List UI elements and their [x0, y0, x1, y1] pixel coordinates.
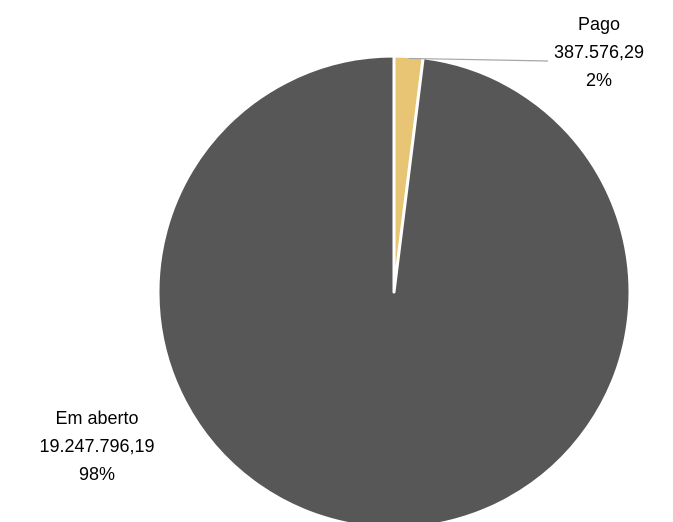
label-em-aberto-name: Em aberto	[55, 408, 138, 428]
pie-slices	[156, 54, 632, 522]
label-pago-value: 387.576,29	[554, 42, 644, 62]
label-pago-name: Pago	[578, 14, 620, 34]
label-em-aberto-percent: 98%	[79, 464, 115, 484]
leader-line-pago	[408, 57, 549, 62]
label-pago-percent: 2%	[586, 70, 612, 90]
pie-slice-em-aberto	[156, 54, 632, 522]
label-em-aberto-value: 19.247.796,19	[39, 436, 154, 456]
